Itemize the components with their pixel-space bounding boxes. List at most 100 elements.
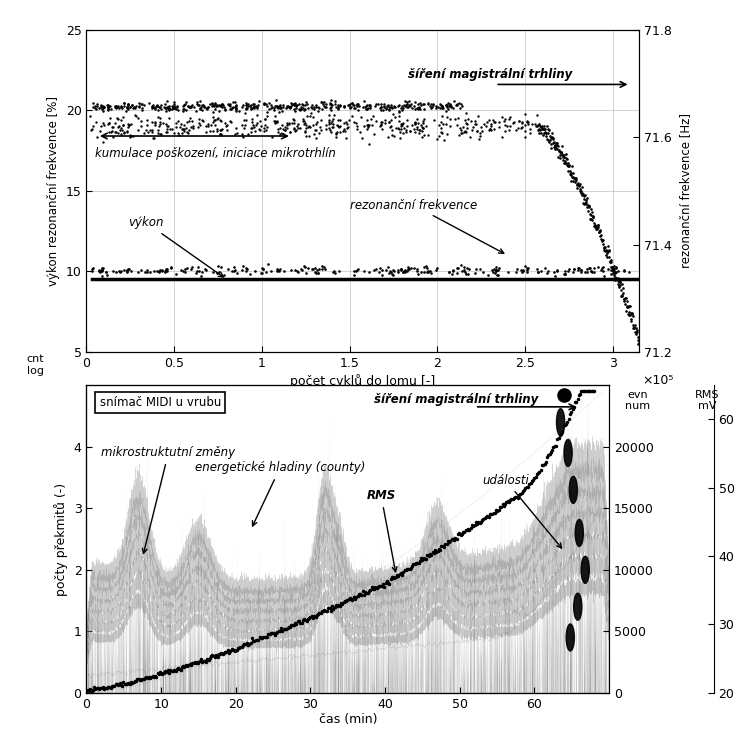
Point xyxy=(307,119,319,131)
Point xyxy=(374,102,387,114)
Point xyxy=(321,605,333,617)
Point xyxy=(387,108,399,120)
Point xyxy=(195,654,207,665)
Point xyxy=(110,265,122,277)
Point xyxy=(562,416,574,428)
Point xyxy=(332,102,344,113)
Point xyxy=(532,266,544,278)
Point xyxy=(150,671,162,683)
Point xyxy=(128,677,140,688)
Point xyxy=(111,101,123,113)
Point xyxy=(208,111,220,123)
Point xyxy=(123,677,135,689)
Point xyxy=(327,266,339,278)
Point xyxy=(541,267,553,279)
Point xyxy=(325,94,337,106)
Point xyxy=(284,101,296,113)
Point xyxy=(576,182,588,193)
Point xyxy=(101,682,113,694)
Point xyxy=(306,102,318,114)
Point xyxy=(408,116,420,128)
Point xyxy=(288,117,300,129)
Point xyxy=(403,95,415,107)
Point xyxy=(632,334,644,346)
Point xyxy=(558,268,570,280)
Point xyxy=(149,671,161,682)
Point xyxy=(599,241,611,253)
Point xyxy=(220,118,232,130)
Point xyxy=(167,665,179,677)
Point xyxy=(440,99,452,111)
Point xyxy=(227,101,239,113)
Point xyxy=(561,159,573,171)
Point xyxy=(155,99,167,111)
Point xyxy=(395,264,407,276)
Point xyxy=(125,130,137,142)
Point xyxy=(266,627,278,639)
Point xyxy=(527,474,539,486)
Point xyxy=(425,102,437,114)
Point xyxy=(383,267,395,279)
Point xyxy=(146,100,158,112)
Point xyxy=(123,102,135,114)
Point xyxy=(437,118,449,130)
Point xyxy=(295,263,307,275)
Point xyxy=(426,99,438,111)
Point xyxy=(231,644,243,656)
Point xyxy=(259,631,271,642)
Point xyxy=(103,99,115,111)
Point xyxy=(381,102,393,114)
Point xyxy=(260,631,272,642)
Point xyxy=(364,99,376,111)
Point xyxy=(555,145,567,157)
Point xyxy=(470,516,482,528)
Point xyxy=(259,124,271,136)
Point xyxy=(196,266,208,278)
Point xyxy=(138,267,150,279)
Point xyxy=(193,99,205,111)
Point xyxy=(231,267,243,279)
Point xyxy=(180,127,193,139)
Point xyxy=(560,419,572,431)
Point xyxy=(251,634,263,646)
Point xyxy=(122,263,134,275)
Point xyxy=(308,128,320,140)
Point xyxy=(214,130,226,142)
Point xyxy=(111,112,123,124)
Point xyxy=(176,124,188,136)
Point xyxy=(262,106,274,118)
Point xyxy=(399,265,411,277)
Text: rezonanční frekvence: rezonanční frekvence xyxy=(350,199,504,253)
Point xyxy=(544,130,556,142)
Point xyxy=(215,647,227,659)
Point xyxy=(272,264,284,276)
Point xyxy=(462,268,474,279)
Point xyxy=(177,660,190,672)
Point xyxy=(400,124,412,136)
Point xyxy=(275,622,287,634)
Point xyxy=(168,102,180,114)
Point xyxy=(442,535,454,547)
Point xyxy=(596,235,608,247)
Point xyxy=(342,121,354,133)
Point xyxy=(138,127,150,139)
Point xyxy=(446,533,458,545)
Point xyxy=(257,99,269,110)
Point xyxy=(239,114,251,126)
Point xyxy=(577,385,589,397)
Point xyxy=(258,97,270,109)
Point xyxy=(293,104,305,116)
Point xyxy=(356,133,368,144)
Point xyxy=(285,97,297,109)
Point xyxy=(110,127,122,139)
Point xyxy=(332,102,344,113)
Point xyxy=(96,265,108,276)
Point xyxy=(576,189,588,201)
Point xyxy=(117,119,129,131)
Point xyxy=(384,99,396,111)
Point xyxy=(352,264,364,276)
Point xyxy=(307,263,319,275)
Point xyxy=(97,136,109,148)
Point xyxy=(135,265,147,276)
Point xyxy=(605,254,617,266)
